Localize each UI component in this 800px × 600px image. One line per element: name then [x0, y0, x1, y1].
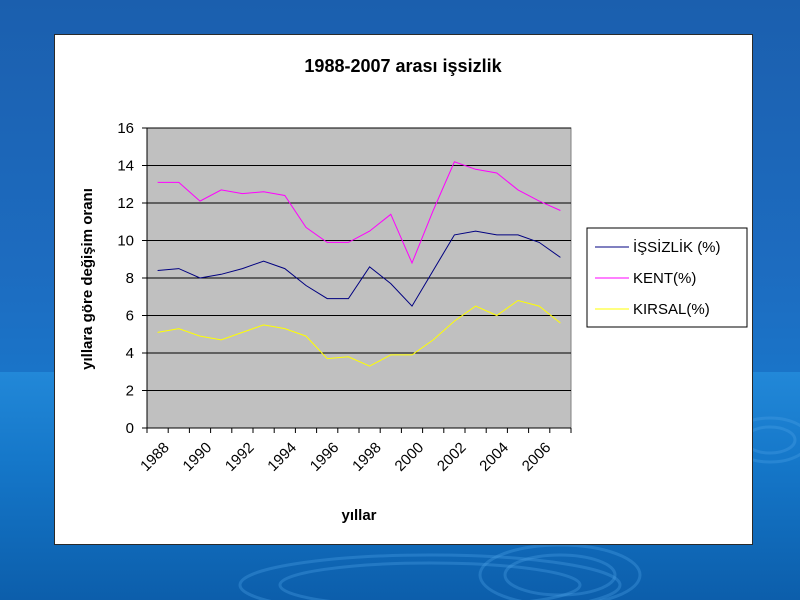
x-axis-title: yıllar — [341, 507, 376, 524]
x-tick-label: 2002 — [434, 439, 470, 475]
series-line-1 — [157, 230, 561, 307]
x-tick-label: 1992 — [222, 439, 258, 475]
series-line-2 — [157, 161, 561, 265]
y-tick-label: 6 — [126, 308, 134, 325]
x-tick-label: 1990 — [180, 439, 216, 475]
y-tick-label: 2 — [126, 383, 134, 400]
y-axis-ticks: 0 2 4 6 8 10 12 14 16 — [117, 120, 147, 437]
y-axis-title: yıllara göre değişim oranı — [79, 188, 96, 370]
line-chart: 1988-2007 arası işsizlik 0 2 4 6 8 10 12 14 16 1… — [79, 56, 748, 524]
x-tick-label: 1998 — [349, 439, 385, 475]
chart-panel: 1988-2007 arası işsizlik 0 2 4 6 8 10 12 14 16 1… — [54, 34, 753, 545]
x-tick-label: 1994 — [264, 439, 300, 475]
x-tick-label: 1996 — [307, 439, 343, 475]
y-tick-label: 12 — [117, 195, 134, 212]
y-tick-label: 14 — [117, 158, 134, 175]
legend-label: KIRSAL(%) — [633, 301, 710, 318]
y-tick-label: 0 — [126, 420, 134, 437]
x-tick-label: 2000 — [392, 439, 428, 475]
x-tick-label: 2006 — [519, 439, 555, 475]
legend-items: İŞSİZLİK (%) KENT(%) KIRSAL(%) — [595, 238, 721, 318]
chart-title: 1988-2007 arası işsizlik — [304, 56, 502, 76]
legend-label: KENT(%) — [633, 270, 696, 287]
y-tick-label: 10 — [117, 233, 134, 250]
x-tick-label: 1988 — [137, 439, 173, 475]
y-tick-label: 16 — [117, 120, 134, 137]
legend: İŞSİZLİK (%) KENT(%) KIRSAL(%) — [586, 227, 748, 328]
grid-lines — [147, 127, 571, 391]
legend-label: İŞSİZLİK (%) — [633, 238, 721, 256]
x-tick-label: 2004 — [476, 439, 512, 475]
y-tick-label: 4 — [126, 345, 134, 362]
x-axis-ticks: 1988 1990 1992 1994 1996 1998 2000 2002 2004 2006 — [137, 428, 572, 475]
series-line-3 — [157, 299, 561, 367]
y-tick-label: 8 — [126, 270, 134, 287]
series-lines — [157, 161, 561, 367]
